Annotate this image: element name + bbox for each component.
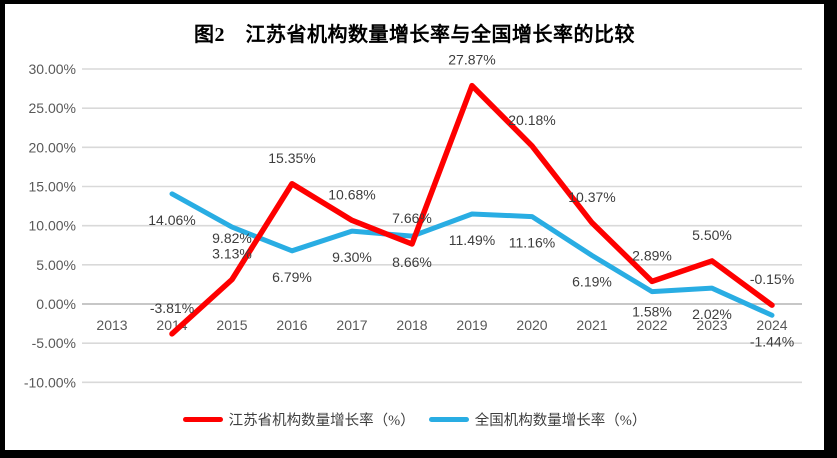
x-tick-label: 2017	[336, 317, 367, 333]
data-label: 5.50%	[692, 227, 732, 243]
data-label: 20.18%	[508, 112, 555, 128]
y-tick-label: 30.00%	[29, 61, 76, 77]
x-tick-label: 2015	[216, 317, 247, 333]
data-label: 7.66%	[392, 210, 432, 226]
data-label: 6.19%	[572, 274, 612, 290]
x-axis-labels: 2013 2014 2015 2016 2017 2018 2019 2020 2021 2022…	[96, 317, 787, 333]
y-tick-label: 0.00%	[36, 296, 76, 312]
y-tick-label: 10.00%	[29, 218, 76, 234]
legend-item-national[interactable]: 全国机构数量增长率（%）	[428, 409, 647, 430]
y-axis-labels: 30.00% 25.00% 20.00% 15.00% 10.00% 5.00% 0.00%…	[24, 61, 76, 390]
y-tick-label: 5.00%	[36, 257, 76, 273]
national-line-swatch	[428, 417, 469, 422]
x-tick-label: 2016	[276, 317, 307, 333]
data-label: 10.37%	[568, 189, 615, 205]
data-label: 27.87%	[448, 52, 495, 68]
legend: 江苏省机构数量增长率（%） 全国机构数量增长率（%）	[5, 409, 824, 430]
jiangsu-line-swatch	[182, 417, 223, 422]
data-label: 11.49%	[449, 232, 495, 248]
x-tick-label: 2018	[396, 317, 427, 333]
legend-item-jiangsu[interactable]: 江苏省机构数量增长率（%）	[182, 409, 415, 430]
data-label: 11.16%	[509, 235, 555, 251]
data-label: -1.44%	[750, 333, 794, 349]
data-label: -3.81%	[150, 300, 194, 316]
jiangsu-growth-line	[169, 82, 775, 337]
data-label: 8.66%	[392, 254, 432, 270]
data-label: 2.89%	[632, 247, 672, 263]
legend-label-jiangsu: 江苏省机构数量增长率（%）	[228, 413, 415, 429]
data-label: 1.58%	[632, 304, 672, 320]
x-tick-label: 2024	[756, 317, 787, 333]
y-tick-label: -10.00%	[24, 374, 76, 390]
y-tick-label: 15.00%	[29, 179, 76, 195]
x-tick-label: 2019	[456, 317, 487, 333]
data-label: 10.68%	[328, 186, 375, 202]
data-label: 9.82%	[212, 230, 252, 246]
x-tick-label: 2021	[576, 317, 607, 333]
data-label: 14.06%	[148, 212, 195, 228]
y-tick-label: 20.00%	[29, 139, 76, 155]
chart-area: 图2 江苏省机构数量增长率与全国增长率的比较 30.00% 25.00% 20.00…	[5, 4, 824, 450]
chart-title: 图2 江苏省机构数量增长率与全国增长率的比较	[194, 24, 635, 46]
x-tick-label: 2022	[636, 317, 667, 333]
y-tick-label: 25.00%	[29, 100, 76, 116]
national-growth-line	[169, 191, 775, 318]
data-label: 3.13%	[212, 245, 252, 261]
national-data-labels: 14.06% 9.82% 6.79% 9.30% 8.66% 11.49% 11.16% 6.…	[148, 212, 794, 349]
y-tick-label: -5.00%	[32, 335, 76, 351]
jiangsu-data-labels: -3.81% 3.13% 15.35% 10.68% 7.66% 27.87% 20.18%…	[150, 52, 794, 316]
data-label: 15.35%	[268, 150, 315, 166]
x-tick-label: 2020	[516, 317, 547, 333]
legend-label-national: 全国机构数量增长率（%）	[474, 413, 647, 429]
x-tick-label: 2023	[696, 317, 727, 333]
x-tick-label: 2013	[96, 317, 127, 333]
data-label: 6.79%	[272, 269, 312, 285]
data-label: 9.30%	[332, 249, 372, 265]
line-chart: 30.00% 25.00% 20.00% 15.00% 10.00% 5.00% 0.00%…	[24, 52, 802, 390]
data-label: 2.02%	[692, 306, 732, 322]
data-label: -0.15%	[750, 271, 794, 287]
